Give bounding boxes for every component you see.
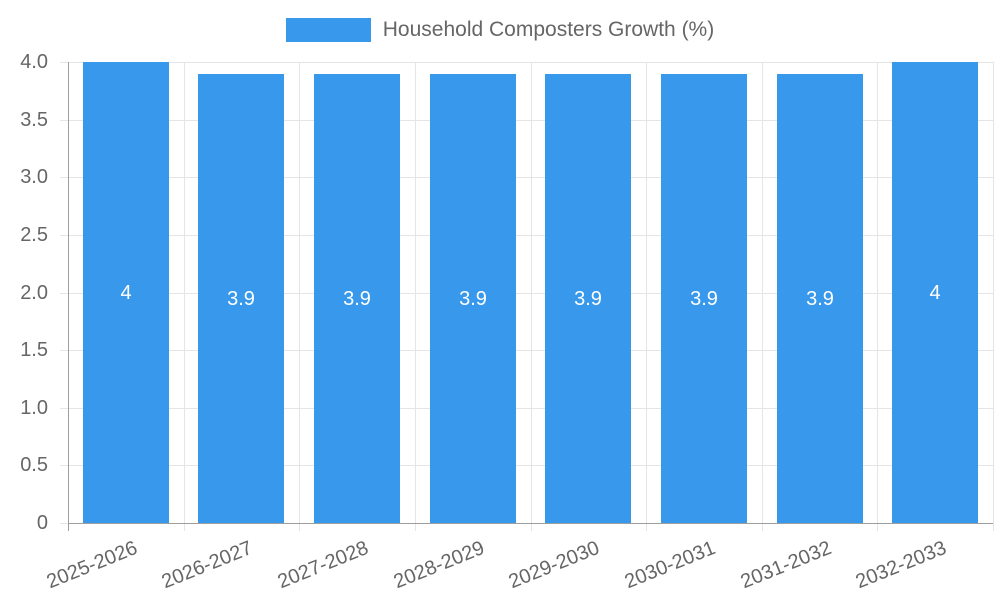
bar-value-label: 4 — [120, 281, 132, 304]
v-gridline — [877, 62, 878, 531]
bar-value-label: 3.9 — [574, 287, 602, 310]
bar-value-label: 3.9 — [806, 287, 834, 310]
h-gridline — [60, 408, 993, 409]
bar: 4 — [83, 62, 169, 523]
h-gridline — [60, 350, 993, 351]
v-gridline — [762, 62, 763, 531]
legend-label: Household Composters Growth (%) — [382, 18, 715, 41]
y-axis-line — [68, 62, 69, 531]
y-tick-label: 4.0 — [20, 51, 48, 73]
bar: 3.9 — [314, 74, 400, 523]
bar-value-label: 3.9 — [459, 287, 487, 310]
bar: 3.9 — [545, 74, 631, 523]
y-tick-label: 2.5 — [20, 224, 48, 246]
x-axis-line — [68, 523, 993, 524]
h-gridline — [60, 120, 993, 121]
y-tick-label: 1.5 — [20, 339, 48, 361]
h-gridline — [60, 293, 993, 294]
bar: 3.9 — [661, 74, 747, 523]
v-gridline — [993, 62, 994, 531]
v-gridline — [531, 62, 532, 531]
y-tick-label: 3.5 — [20, 109, 48, 131]
h-gridline — [60, 62, 993, 63]
y-tick-label: 0 — [36, 512, 48, 534]
y-tick-label: 0.5 — [20, 454, 48, 476]
bar-value-label: 3.9 — [690, 287, 718, 310]
y-tick-label: 2.0 — [20, 282, 48, 304]
y-tick-label: 3.0 — [20, 166, 48, 188]
bar: 4 — [892, 62, 978, 523]
h-gridline — [60, 465, 993, 466]
v-gridline — [184, 62, 185, 531]
bar: 3.9 — [777, 74, 863, 523]
bar-value-label: 3.9 — [227, 287, 255, 310]
v-gridline — [299, 62, 300, 531]
bar: 3.9 — [198, 74, 284, 523]
h-gridline — [60, 177, 993, 178]
bar: 3.9 — [430, 74, 516, 523]
v-gridline — [646, 62, 647, 531]
y-tick-label: 1.0 — [20, 397, 48, 419]
h-gridline — [60, 235, 993, 236]
bar-value-label: 4 — [929, 281, 941, 304]
bar-value-label: 3.9 — [343, 287, 371, 310]
chart-legend[interactable]: Household Composters Growth (%) — [0, 17, 1000, 43]
legend-swatch — [285, 18, 371, 42]
v-gridline — [415, 62, 416, 531]
